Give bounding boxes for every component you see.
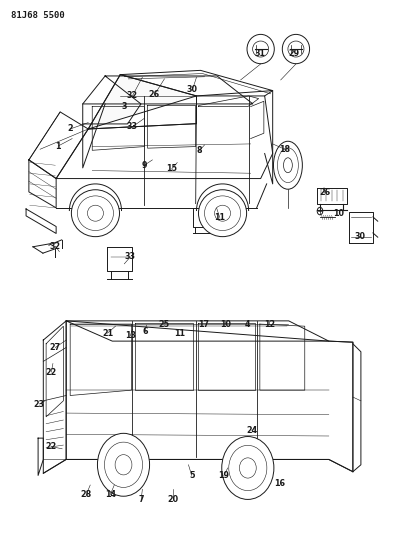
- Text: 27: 27: [50, 343, 61, 352]
- Text: 4: 4: [245, 320, 251, 328]
- Text: 3: 3: [122, 102, 127, 111]
- Text: 8: 8: [197, 146, 203, 155]
- Polygon shape: [43, 321, 66, 473]
- Text: 26: 26: [149, 91, 160, 99]
- Ellipse shape: [273, 141, 302, 189]
- Text: 20: 20: [168, 496, 179, 504]
- Text: 13: 13: [125, 332, 136, 340]
- Text: 16: 16: [274, 480, 286, 488]
- Ellipse shape: [247, 34, 274, 64]
- Ellipse shape: [282, 34, 310, 64]
- Text: 2: 2: [67, 125, 73, 133]
- Text: 22: 22: [46, 442, 57, 451]
- Text: 21: 21: [102, 329, 113, 337]
- Text: 33: 33: [125, 253, 136, 261]
- Ellipse shape: [222, 437, 274, 499]
- Text: 30: 30: [187, 85, 198, 94]
- Text: 10: 10: [220, 320, 231, 328]
- Text: 15: 15: [166, 165, 177, 173]
- Text: 32: 32: [50, 242, 61, 251]
- Text: 5: 5: [189, 471, 194, 480]
- Polygon shape: [29, 160, 56, 208]
- Text: 9: 9: [142, 161, 147, 169]
- Polygon shape: [66, 321, 329, 341]
- Text: 1: 1: [55, 142, 61, 150]
- Text: 25: 25: [158, 320, 169, 328]
- Ellipse shape: [97, 433, 150, 496]
- Text: 22: 22: [46, 368, 57, 376]
- Text: 11: 11: [214, 213, 225, 222]
- Ellipse shape: [198, 190, 247, 237]
- Text: 11: 11: [174, 329, 185, 337]
- Text: 19: 19: [218, 471, 229, 480]
- Polygon shape: [66, 321, 353, 472]
- Text: 12: 12: [264, 320, 275, 328]
- Polygon shape: [88, 75, 196, 129]
- Text: 14: 14: [105, 490, 116, 499]
- Text: 81J68 5500: 81J68 5500: [11, 11, 65, 20]
- Text: 30: 30: [354, 232, 366, 241]
- Text: 32: 32: [127, 92, 138, 100]
- Text: 7: 7: [138, 496, 144, 504]
- Ellipse shape: [71, 190, 119, 237]
- Text: 24: 24: [246, 426, 257, 435]
- Text: 6: 6: [142, 327, 148, 336]
- Text: 33: 33: [127, 123, 138, 131]
- Text: 23: 23: [34, 400, 45, 408]
- Polygon shape: [29, 112, 88, 179]
- Polygon shape: [56, 96, 273, 179]
- Text: 29: 29: [288, 49, 299, 58]
- Text: 26: 26: [319, 189, 330, 197]
- Polygon shape: [120, 70, 273, 96]
- Text: 28: 28: [81, 490, 92, 499]
- Text: 17: 17: [198, 320, 209, 328]
- Text: 31: 31: [254, 49, 265, 58]
- Ellipse shape: [317, 207, 323, 215]
- Text: 10: 10: [333, 209, 344, 217]
- Text: 18: 18: [279, 145, 290, 154]
